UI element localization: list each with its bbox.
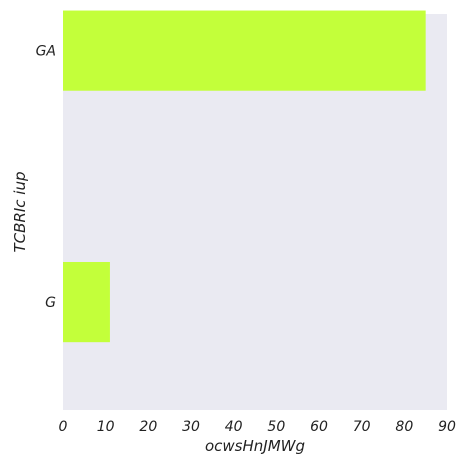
x-tick-label: 90 [438, 419, 456, 435]
x-tick-label: 60 [310, 419, 328, 435]
x-tick-labels: 0 10 20 30 40 50 60 70 80 90 [59, 419, 456, 435]
x-tick-label: 50 [267, 419, 285, 435]
x-axis-label: ocwsHnJMWg [205, 437, 305, 455]
x-tick-label: 70 [353, 419, 371, 435]
x-tick-label: 20 [139, 419, 157, 435]
y-tick-label: G [45, 295, 56, 311]
bar-GA [63, 10, 426, 91]
x-tick-label: 10 [97, 419, 115, 435]
bar-G [63, 261, 110, 343]
x-tick-label: 80 [395, 419, 413, 435]
x-tick-label: 40 [225, 419, 243, 435]
y-tick-labels: GA G [36, 44, 57, 311]
x-tick-label: 30 [182, 419, 200, 435]
x-tick-label: 0 [59, 419, 68, 435]
bars-group [63, 10, 426, 343]
y-axis-label: TCBRIc iup [11, 172, 29, 253]
y-tick-label: GA [36, 44, 56, 60]
